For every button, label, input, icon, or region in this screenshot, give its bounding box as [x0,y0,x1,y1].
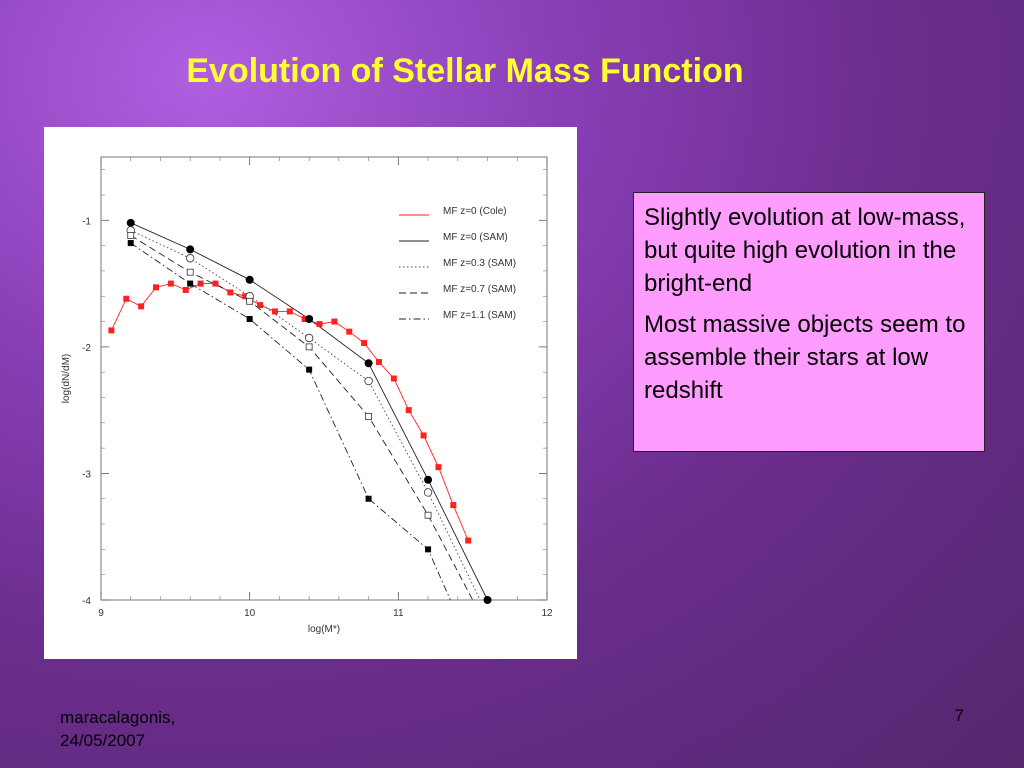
note-paragraph-2: Most massive objects seem to assemble th… [644,311,966,404]
footer-author-name: maracalagonis, [60,708,176,727]
series-line-4 [130,242,451,601]
data-point-filled-circle [245,275,254,284]
data-point-open-circle [185,254,195,263]
data-point-square-red [331,318,338,325]
data-point-square-red [435,464,442,471]
series-lines [110,222,488,601]
x-tick-label: 10 [244,608,256,619]
data-point-filled-circle [186,245,195,254]
data-point-filled-square [127,240,134,247]
data-point-square-red [420,432,427,439]
data-point-filled-circle [305,315,314,324]
data-point-filled-square [306,366,313,373]
data-point-open-square [186,268,194,276]
x-tick-label: 12 [541,608,553,619]
data-point-square-red [153,284,160,291]
chart-panel: 9 10 11 12 -1 -2 -3 -4 MF z=0 (Cole) MF z=0 (SAM… [44,127,577,659]
data-point-square-red [108,327,115,334]
slide-title: Evolution of Stellar Mass Function [186,52,744,90]
data-point-square-red [286,308,293,315]
note-paragraph-1: Slightly evolution at low-mass, but quit… [644,204,966,297]
data-point-square-red [361,340,368,347]
series-line-3 [130,235,474,601]
data-point-open-square [127,232,135,239]
data-point-square-red [197,280,204,287]
series-line-0 [110,283,469,541]
legend-label: MF z=0 (Cole) [443,206,507,217]
data-point-square-red [376,359,383,366]
page-number: 7 [954,706,964,725]
y-tick-label: -1 [82,216,91,227]
data-point-filled-circle [364,359,373,368]
data-point-open-square [246,297,254,305]
data-point-open-circle [423,488,433,497]
data-point-open-square [365,413,373,420]
data-point-filled-circle [126,218,135,227]
chart-legend: MF z=0 (Cole) MF z=0 (SAM) MF z=0.3 (SAM) M… [399,206,516,321]
y-tick-label: -4 [82,596,91,607]
data-point-square-red [138,303,145,310]
data-point-square-red [257,302,264,309]
data-point-square-red [301,316,308,323]
data-point-square-red [227,289,234,296]
x-tick-label: 11 [393,608,404,619]
legend-label: MF z=1.1 (SAM) [443,310,516,321]
data-point-open-square [424,511,432,519]
data-point-square-red [465,537,472,544]
data-point-filled-square [365,495,372,502]
legend-label: MF z=0 (SAM) [443,232,508,243]
legend-label: MF z=0.7 (SAM) [443,284,516,295]
plot-border [100,156,548,601]
data-point-square-red [123,295,130,302]
y-tick-label: -3 [82,469,91,480]
series-markers [108,218,492,604]
data-point-open-circle [364,376,373,386]
data-point-square-red [346,328,353,335]
series-line-2 [130,229,481,601]
legend-label: MF z=0.3 (SAM) [443,258,516,269]
data-point-square-red [450,502,457,509]
y-tick-label: -2 [82,343,91,354]
data-point-square-red [242,293,249,300]
data-point-square-red [212,280,219,287]
data-point-filled-square [187,280,194,287]
plot-frame [100,156,548,601]
data-point-square-red [167,280,174,287]
stellar-mass-function-chart: 9 10 11 12 -1 -2 -3 -4 MF z=0 (Cole) MF z=0 (SAM… [61,156,553,635]
data-point-square-red [390,375,397,382]
data-point-square-red [271,308,278,315]
data-point-square-red [182,286,189,293]
notes-box: Slightly evolution at low-mass, but quit… [633,192,985,452]
data-point-filled-square [425,546,432,553]
data-point-open-square [305,343,313,351]
data-point-square-red [405,407,412,414]
data-point-filled-circle [483,596,492,604]
y-axis-label: log(dN/dM) [61,354,72,403]
data-point-filled-square [246,316,253,323]
footer-author: maracalagonis, 24/05/2007 [60,706,175,752]
axis-ticks: 9 10 11 12 -1 -2 -3 -4 [82,157,553,619]
x-tick-label: 9 [98,608,104,619]
x-axis-label: log(M*) [308,624,340,635]
data-point-filled-circle [424,475,433,484]
data-point-open-circle [304,333,314,343]
data-point-square-red [316,321,323,328]
footer-date: 24/05/2007 [60,731,146,750]
